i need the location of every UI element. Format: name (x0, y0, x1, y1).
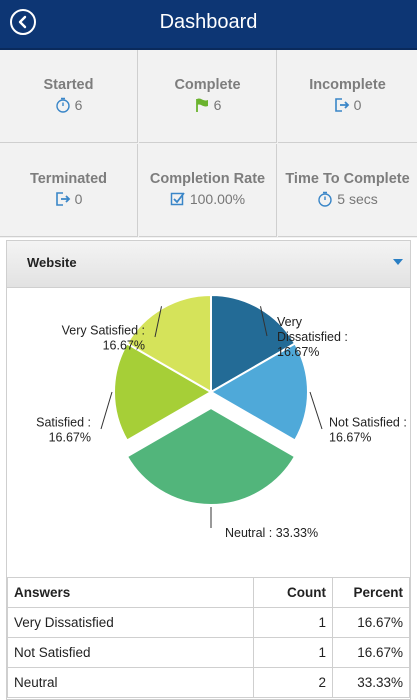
pie-slice-satisfied[interactable] (113, 342, 213, 442)
table-row: Very Dissatisfied 1 16.67% (7, 607, 410, 638)
answer-cell: Not Satisfied (7, 637, 254, 668)
app-header: Dashboard (0, 0, 417, 50)
stat-label: Started (43, 77, 94, 93)
answer-cell: Very Dissatisfied (7, 607, 254, 638)
pie-label-very-satisfied: Very Satisfied :16.67% (62, 324, 145, 353)
stat-started: Started 6 (0, 50, 138, 143)
question-panel: Website Very Dissatisfied :16.67% Not Sati… (6, 240, 411, 700)
back-arrow-icon[interactable] (10, 9, 36, 35)
stat-label: Terminated (29, 171, 108, 187)
header-percent: Percent (332, 577, 410, 608)
stat-label: Incomplete (309, 77, 386, 93)
stat-terminated: Terminated 0 (0, 144, 138, 237)
panel-header[interactable]: Website (7, 241, 410, 288)
stat-value: 5 secs (337, 191, 378, 207)
stat-complete: Complete 6 (139, 50, 277, 143)
exit-icon (334, 98, 349, 112)
stat-value: 6 (74, 97, 83, 113)
header-answers: Answers (7, 577, 254, 608)
answer-cell: Neutral (7, 667, 254, 698)
pie-leader-line (100, 391, 113, 430)
pie-label-neutral: Neutral : 33.33% (225, 526, 318, 540)
stopwatch-icon (318, 191, 332, 207)
stopwatch-icon (55, 97, 70, 113)
pie-leader-line (260, 306, 268, 337)
pie-slice-very-dissatisfied[interactable] (210, 293, 297, 394)
percent-cell: 16.67% (332, 607, 410, 638)
stat-value: 0 (74, 191, 83, 207)
pie-slice-not-satisfied[interactable] (209, 342, 309, 442)
table-header-row: Answers Count Percent (7, 577, 410, 608)
stat-value: 6 (213, 97, 222, 113)
stat-incomplete: Incomplete 0 (278, 50, 417, 143)
percent-cell: 16.67% (332, 637, 410, 668)
pie-leader-line (309, 391, 323, 430)
stat-value: 0 (353, 97, 362, 113)
panel-title: Website (27, 255, 77, 270)
table-row: Not Satisfied 1 16.67% (7, 637, 410, 668)
stat-label: Completion Rate (149, 171, 266, 187)
count-cell: 2 (253, 667, 333, 698)
stat-completion-rate: Completion Rate 100.00% (139, 144, 277, 237)
caret-down-icon[interactable] (392, 258, 404, 266)
count-cell: 1 (253, 637, 333, 668)
stat-label: Time To Complete (285, 171, 410, 187)
pie-label-not-satisfied: Not Satisfied :16.67% (329, 416, 407, 445)
stat-time-to-complete: Time To Complete 5 secs (278, 144, 417, 237)
page-title: Dashboard (159, 11, 258, 33)
stats-grid: Started 6 Complete 6 Incomplete 0 Termin… (0, 50, 417, 238)
count-cell: 1 (253, 607, 333, 638)
pie-chart: Very Dissatisfied :16.67% Not Satisfied :1… (36, 293, 407, 540)
answers-table: Answers Count Percent Very Dissatisfied … (7, 577, 410, 698)
flag-icon (195, 98, 208, 112)
percent-cell: 33.33% (332, 667, 410, 698)
pie-slice-very-satisfied[interactable] (125, 293, 212, 394)
table-row: Neutral 2 33.33% (7, 667, 410, 698)
pie-label-very-dissatisfied: Very Dissatisfied :16.67% (277, 315, 348, 359)
header-count: Count (253, 577, 333, 608)
exit-icon (55, 192, 70, 206)
pie-slice-neutral[interactable] (125, 406, 297, 506)
stat-label: Complete (174, 77, 241, 93)
checkbox-icon (170, 192, 185, 206)
pie-label-satisfied: Satisfied :16.67% (36, 416, 91, 445)
stat-value: 100.00% (189, 191, 246, 207)
pie-leader-line (154, 306, 162, 338)
